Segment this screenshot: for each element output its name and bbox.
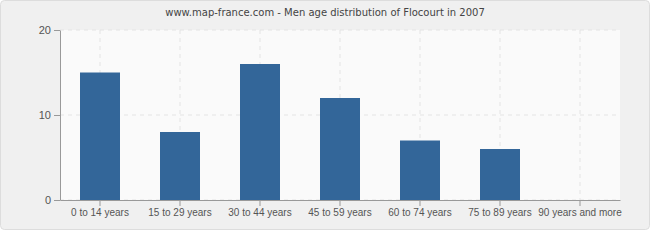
tick: 90 years and more: [538, 200, 622, 218]
bar: [240, 64, 280, 200]
tick: 0 to 14 years: [71, 200, 129, 218]
grid: [60, 30, 620, 200]
tick-label: 0: [45, 194, 51, 206]
tick-mark: [54, 115, 60, 116]
tick-label: 90 years and more: [538, 207, 622, 218]
tick-mark: [180, 200, 181, 206]
tick-mark: [54, 200, 60, 201]
tick-label: 10: [39, 109, 51, 121]
tick: 75 to 89 years: [468, 200, 531, 218]
tick-label: 30 to 44 years: [228, 207, 291, 218]
tick: 20: [39, 24, 60, 36]
tick: 45 to 59 years: [308, 200, 371, 218]
bar: [400, 141, 440, 201]
bar: [560, 200, 600, 201]
axis-line: [60, 31, 61, 201]
tick-label: 20: [39, 24, 51, 36]
bar: [480, 149, 520, 200]
y-axis: 0 10 20: [39, 24, 61, 206]
tick: 10: [39, 109, 60, 121]
tick-label: 15 to 29 years: [148, 207, 211, 218]
tick-mark: [260, 200, 261, 206]
tick-mark: [54, 30, 60, 31]
plot-area: [60, 30, 620, 200]
tick: 0: [45, 194, 60, 206]
tick: 60 to 74 years: [388, 200, 451, 218]
background: [1, 1, 650, 230]
title: www.map-france.com - Men age distributio…: [165, 7, 485, 18]
tick-mark: [420, 200, 421, 206]
tick: 15 to 29 years: [148, 200, 211, 218]
grid-line: [580, 30, 581, 200]
tick-label: 75 to 89 years: [468, 207, 531, 218]
plot: 0 10 20 0 to 14 years 15 to 29 years 30 to 44…: [39, 24, 622, 218]
chart: 0 10 20 0 to 14 years 15 to 29 years 30 to 44…: [0, 0, 650, 230]
tick-mark: [340, 200, 341, 206]
x-axis: 0 to 14 years 15 to 29 years 30 to 44 year…: [61, 200, 623, 218]
bars: [80, 64, 520, 200]
tick-label: 60 to 74 years: [388, 207, 451, 218]
bar: [160, 132, 200, 200]
bar: [80, 73, 120, 201]
tick: 30 to 44 years: [228, 200, 291, 218]
bar: [320, 98, 360, 200]
tick-mark: [100, 200, 101, 206]
tick-mark: [580, 200, 581, 206]
tick-label: 45 to 59 years: [308, 207, 371, 218]
tick-mark: [500, 200, 501, 206]
tick-label: 0 to 14 years: [71, 207, 129, 218]
